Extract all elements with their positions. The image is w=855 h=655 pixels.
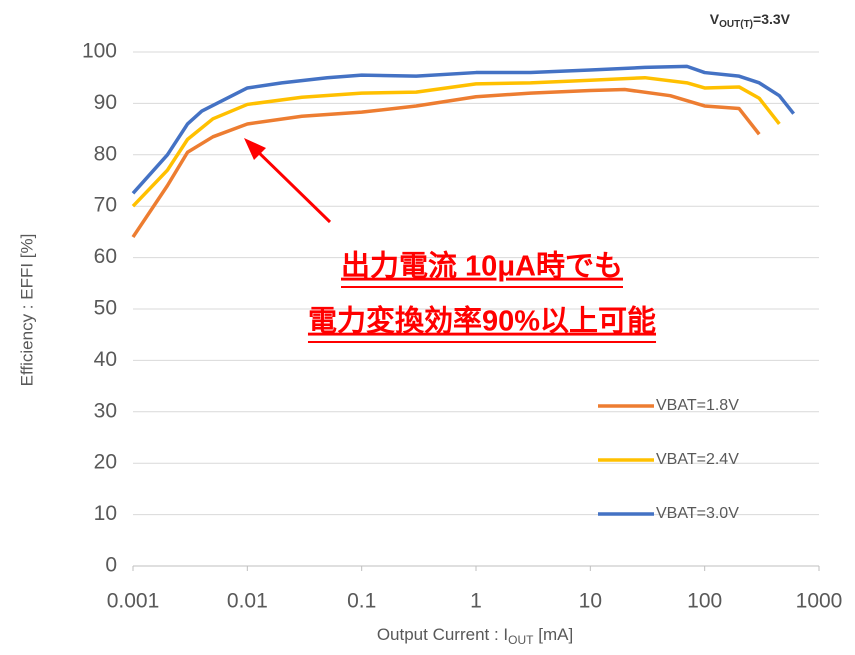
x-tick-label: 0.01 (227, 590, 268, 613)
x-tick-label: 1000 (796, 590, 843, 613)
x-tick-label: 1 (470, 590, 482, 613)
y-tick-label: 40 (94, 348, 117, 371)
title-part: =3.3V (753, 11, 791, 27)
legend-label: VBAT=2.4V (656, 451, 739, 468)
y-tick-label: 90 (94, 91, 117, 114)
arrow-line (250, 144, 332, 224)
y-axis-label: Efficiency : EFFI [%] (17, 234, 36, 387)
x-axis-label: Output Current : IOUT [mA] (377, 625, 573, 647)
plot: 0 10 20 30 40 50 60 70 80 90 100 0.001 0.01 0.1 1 10 100… (82, 40, 842, 613)
y-tick-label: 60 (94, 245, 117, 268)
annotation: 出力電流 10μA時でも (341, 250, 623, 283)
y-tick-label: 20 (94, 451, 117, 474)
y-tick-label: 0 (105, 554, 117, 577)
y-tick-label: 100 (82, 40, 117, 63)
chart-title: VOUT(T)=3.3V (710, 11, 791, 30)
title-sub: OUT(T) (719, 19, 753, 30)
series-line (131, 75, 781, 208)
x-tick-label: 0.001 (107, 590, 160, 613)
y-tick-label: 30 (94, 399, 117, 422)
legend-label: VBAT=1.8V (656, 397, 739, 414)
arrow-head (244, 138, 266, 160)
series-line (131, 87, 761, 239)
y-tick-label: 70 (94, 194, 117, 217)
xlabel-part: Output Current : I (377, 625, 508, 644)
title-part: V (710, 11, 720, 27)
xlabel-sub: OUT (508, 633, 534, 647)
y-tick-label: 50 (94, 297, 117, 320)
y-tick-label: 80 (94, 142, 117, 165)
xlabel-part: [mA] (534, 625, 574, 644)
x-tick-label: 10 (579, 590, 602, 613)
x-tick-label: 100 (687, 590, 722, 613)
x-tick-label: 0.1 (347, 590, 376, 613)
annotation: 電力変換効率90%以上可能 (308, 304, 656, 338)
series-line (131, 64, 796, 195)
y-tick-label: 10 (94, 502, 117, 525)
legend-label: VBAT=3.0V (656, 505, 739, 522)
